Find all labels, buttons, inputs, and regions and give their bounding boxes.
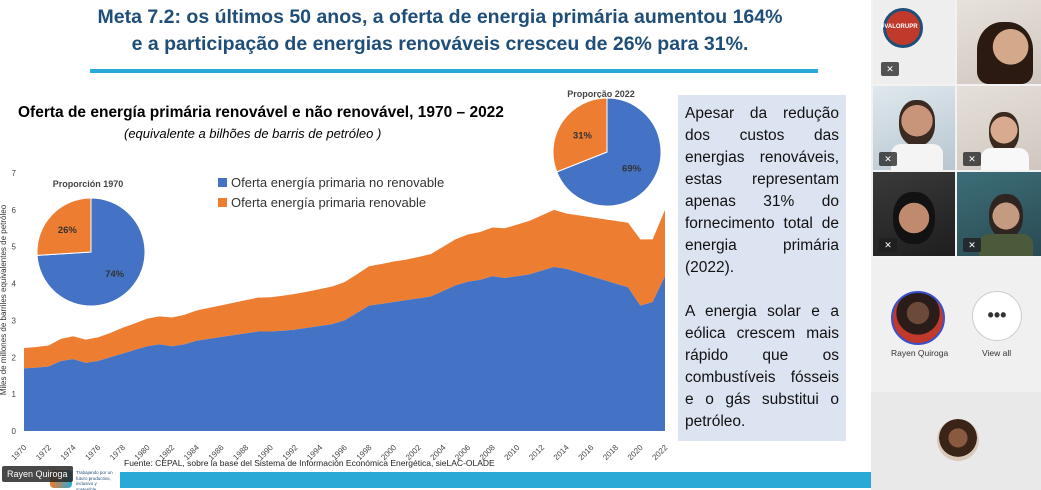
participant-shirt bbox=[891, 144, 943, 170]
x-tick-label: 2014 bbox=[552, 443, 571, 462]
series-area-renewable bbox=[24, 209, 665, 369]
mic-muted-icon: ✕ bbox=[881, 62, 899, 76]
slide-title-line2: e a participação de energias renováveis … bbox=[131, 33, 749, 55]
x-tick-label: 2018 bbox=[601, 443, 620, 462]
x-tick-label: 1970 bbox=[9, 443, 28, 462]
pie-1970-slice bbox=[36, 197, 92, 256]
legend-label: Oferta energía primaria renovable bbox=[231, 195, 426, 210]
note-box: Apesar da redução dos custos das energia… bbox=[678, 95, 846, 441]
pie-1970-slice-label: 74% bbox=[105, 269, 125, 280]
logo-text: Trabajando por un futuro productivo, inc… bbox=[76, 470, 113, 490]
view-all-button[interactable]: ••• bbox=[972, 291, 1022, 341]
avatar[interactable] bbox=[891, 291, 945, 345]
x-tick-label: 2016 bbox=[577, 443, 596, 462]
footer-bar bbox=[68, 472, 871, 488]
mic-muted-icon: ✕ bbox=[879, 152, 897, 166]
x-tick-label: 1972 bbox=[34, 443, 53, 462]
title-underline bbox=[90, 69, 818, 73]
y-tick-label: 4 bbox=[12, 280, 17, 289]
pie-2022-title: Proporção 2022 bbox=[567, 89, 635, 99]
slide-title: Meta 7.2: os últimos 50 anos, a oferta d… bbox=[40, 4, 840, 58]
slide-title-line1: Meta 7.2: os últimos 50 anos, a oferta d… bbox=[97, 6, 783, 28]
area-chart: Miles de millones de barriles equivalent… bbox=[0, 89, 670, 462]
chart-subtitle: (equivalente a bilhões de barris de petr… bbox=[124, 126, 382, 141]
pie-2022-slice-label: 69% bbox=[622, 164, 642, 175]
y-tick-label: 2 bbox=[12, 353, 17, 362]
participant-tile-5[interactable]: ✕ bbox=[957, 172, 1041, 256]
participant-tile-1[interactable] bbox=[957, 0, 1041, 84]
y-tick-label: 0 bbox=[12, 427, 17, 436]
organization-logo-icon bbox=[883, 8, 923, 48]
pie-2022-slice-label: 31% bbox=[573, 130, 593, 141]
source-note: Fuente: CEPAL, sobre la base del Sistema… bbox=[124, 458, 495, 468]
note-paragraph-2: A energia solar e a eólica crescem mais … bbox=[685, 303, 839, 430]
x-tick-label: 1974 bbox=[59, 443, 78, 462]
pie-2022-slice bbox=[556, 97, 662, 207]
participant-tile-2[interactable]: ✕ bbox=[873, 86, 955, 170]
participant-face bbox=[977, 22, 1033, 84]
participant-tile-logo[interactable]: #VALORUPR ✕ bbox=[873, 0, 955, 84]
mic-muted-icon: ✕ bbox=[963, 152, 981, 166]
legend-swatch bbox=[218, 178, 227, 187]
y-tick-label: 6 bbox=[12, 206, 17, 215]
participant-face bbox=[989, 112, 1019, 152]
y-tick-label: 5 bbox=[12, 243, 17, 252]
y-tick-label: 3 bbox=[12, 316, 17, 325]
pie-2022-slice bbox=[552, 97, 608, 173]
view-all-label[interactable]: View all bbox=[982, 348, 1012, 358]
participant-panel: #VALORUPR ✕ ✕ ✕ ✕ ✕ bbox=[871, 0, 1041, 490]
x-tick-label: 2022 bbox=[650, 443, 669, 462]
participant-face bbox=[989, 194, 1023, 238]
logo-banner-text: #VALORUPR bbox=[881, 24, 918, 30]
pinned-participant-name: Rayen Quiroga bbox=[891, 348, 949, 358]
self-avatar[interactable] bbox=[937, 419, 979, 461]
y-tick-label: 1 bbox=[12, 390, 17, 399]
mic-muted-icon: ✕ bbox=[963, 238, 981, 252]
x-tick-label: 2012 bbox=[527, 443, 546, 462]
presenter-name-tag: Rayen Quiroga bbox=[2, 466, 73, 482]
legend-swatch bbox=[218, 198, 227, 207]
note-paragraph-1: Apesar da redução dos custos das energia… bbox=[685, 105, 839, 276]
participant-tile-3[interactable]: ✕ bbox=[957, 86, 1041, 170]
participant-tile-4[interactable]: ✕ bbox=[873, 172, 955, 256]
pie-1970-title: Proporción 1970 bbox=[53, 179, 124, 189]
y-axis-label: Miles de millones de barriles equivalent… bbox=[0, 204, 8, 395]
x-tick-label: 2010 bbox=[503, 443, 522, 462]
participant-face bbox=[893, 192, 935, 244]
chart-title: Oferta de energía primária renovável e n… bbox=[18, 104, 504, 121]
x-tick-label: 2020 bbox=[626, 443, 645, 462]
participant-shirt bbox=[981, 148, 1029, 170]
series-area-non-renewable bbox=[24, 266, 665, 431]
pie-1970-slice-label: 26% bbox=[58, 225, 78, 236]
y-tick-label: 7 bbox=[12, 169, 17, 178]
x-tick-label: 1976 bbox=[83, 443, 102, 462]
participant-shirt bbox=[979, 234, 1033, 256]
participant-face bbox=[899, 100, 935, 146]
legend-label: Oferta energía primaria no renovable bbox=[231, 175, 444, 190]
shared-slide: Meta 7.2: os últimos 50 anos, a oferta d… bbox=[0, 4, 871, 490]
mic-muted-icon: ✕ bbox=[879, 238, 897, 252]
